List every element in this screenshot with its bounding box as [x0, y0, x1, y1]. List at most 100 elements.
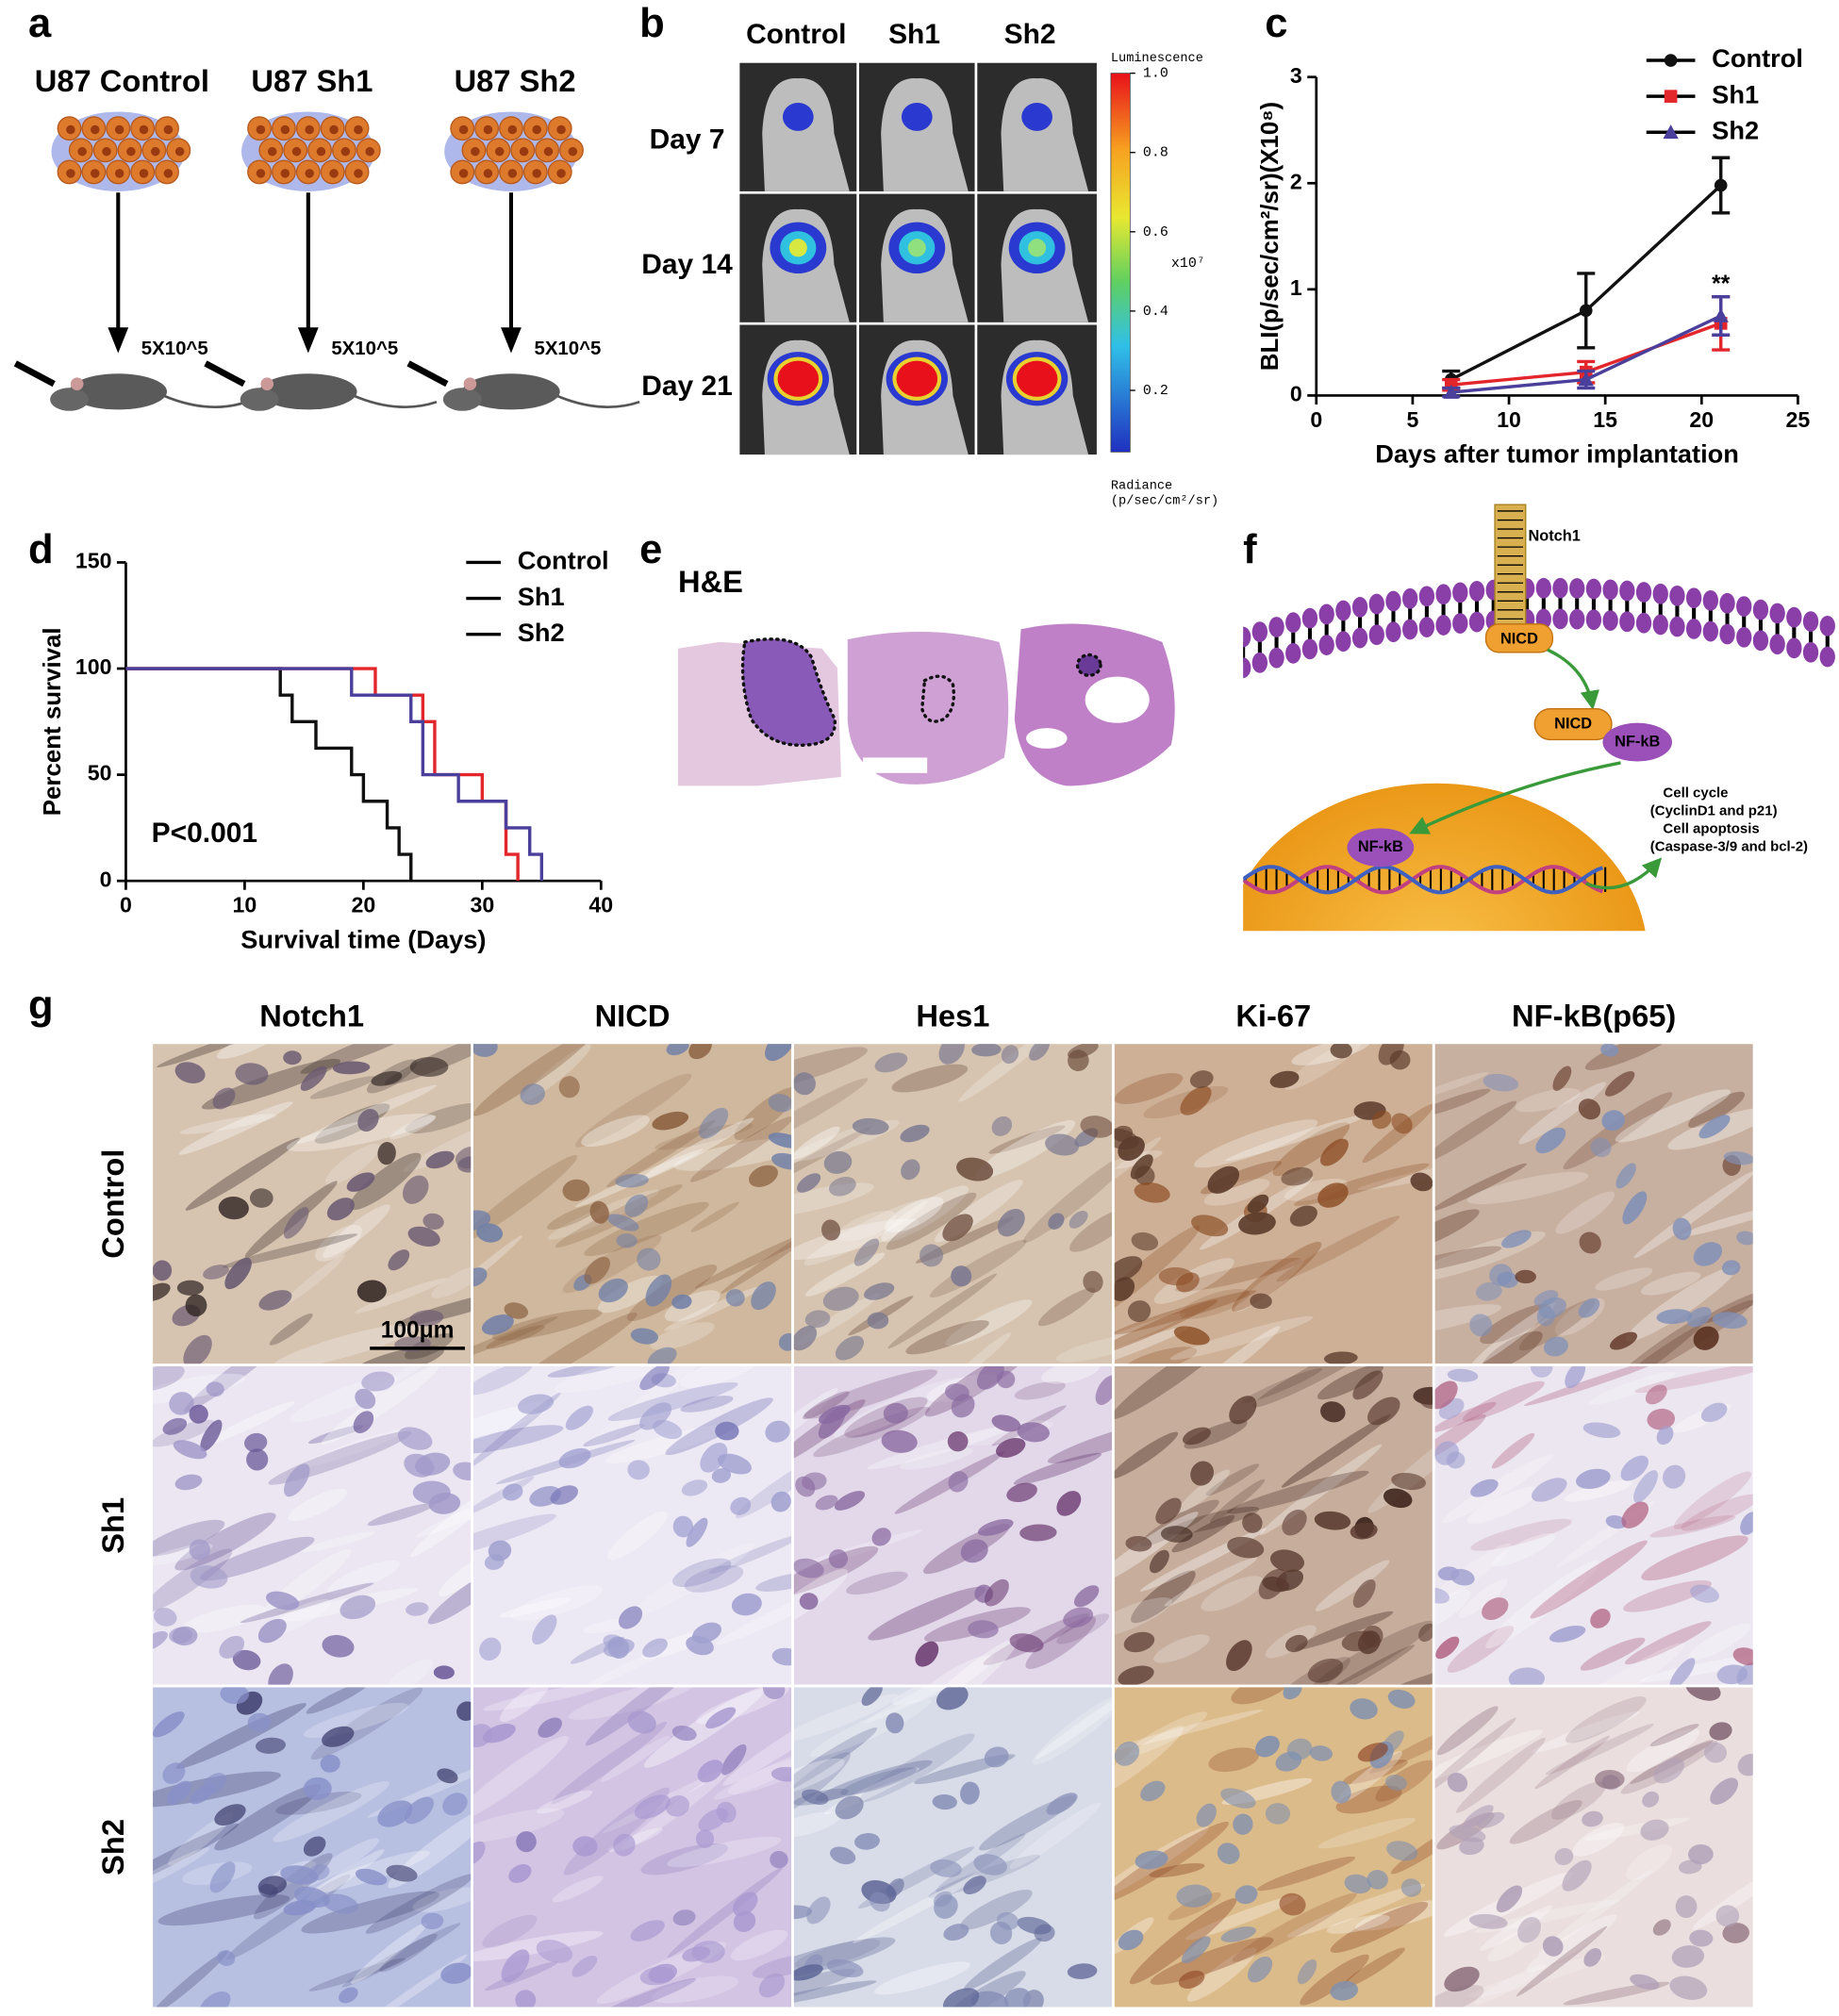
stroma [204, 1401, 295, 1446]
nucleus [457, 1156, 472, 1173]
nucleus [996, 1437, 1026, 1458]
stroma [1516, 1925, 1608, 1997]
x-tick-label: 10 [233, 893, 257, 917]
nucleus [624, 1194, 649, 1217]
nucleus [1226, 1640, 1252, 1672]
stroma [1209, 1479, 1266, 1523]
lipid-head [1585, 578, 1602, 600]
stroma [175, 1703, 306, 1769]
signal [777, 360, 820, 397]
cell-core [139, 124, 149, 135]
nucleus [716, 1801, 737, 1824]
dose-label: 5X10^5 [534, 339, 601, 359]
nucleus [749, 1165, 778, 1187]
nucleus [804, 1310, 831, 1329]
nucleus [751, 1281, 776, 1311]
column-label: Sh2 [1004, 19, 1056, 50]
nucleus [1419, 1394, 1433, 1410]
stroma [1178, 1469, 1230, 1512]
nucleus [1378, 1044, 1404, 1066]
nucleus [1736, 1662, 1753, 1685]
stroma [1055, 1334, 1112, 1363]
nucleus [1323, 1351, 1358, 1364]
stroma [868, 1586, 986, 1641]
nucleus [1134, 1182, 1170, 1203]
nucleus [874, 1052, 908, 1073]
nucleus [1469, 1314, 1493, 1337]
stroma [513, 1312, 638, 1364]
stroma [810, 1698, 932, 1758]
nucleus [409, 1310, 444, 1327]
stroma [1434, 1209, 1480, 1251]
nucleus [1554, 1847, 1574, 1866]
stroma [595, 1977, 696, 2008]
nucleus [1350, 1522, 1378, 1540]
lipid-head [1301, 638, 1318, 660]
stroma [1315, 1560, 1390, 1611]
stroma [1434, 1088, 1491, 1117]
cell-core [163, 124, 174, 135]
nucleus [322, 1634, 355, 1658]
stroma [1474, 1899, 1621, 1933]
cell-core [316, 146, 326, 157]
lipid-head [1435, 615, 1451, 636]
stroma [1688, 1091, 1746, 1129]
nucleus [1600, 1044, 1619, 1057]
stroma [1434, 1163, 1527, 1212]
nucleus [1114, 1741, 1140, 1766]
stroma [536, 1790, 593, 1814]
stroma [1114, 1726, 1185, 1802]
stroma [273, 1780, 390, 1842]
nucleus [572, 1836, 598, 1857]
nucleus [1434, 1380, 1458, 1410]
nucleus [1250, 1293, 1272, 1310]
stroma [864, 1687, 997, 1724]
stroma [664, 1290, 721, 1322]
nucleus [520, 1083, 545, 1105]
nucleus [1578, 1099, 1601, 1120]
stroma [1434, 1071, 1489, 1099]
stroma [1114, 1313, 1185, 1364]
outcome-label: Cell apoptosis [1663, 821, 1759, 837]
stroma [301, 1891, 440, 1934]
stroma [486, 1325, 545, 1349]
nucleus [1073, 1585, 1100, 1608]
mouse-head [50, 388, 89, 411]
nicd-label: NICD [1500, 630, 1538, 647]
nucleus [705, 1707, 737, 1729]
nucleus [1114, 1256, 1143, 1282]
stroma [300, 1044, 438, 1074]
nucleus [1671, 1945, 1705, 1968]
nucleus [1367, 1396, 1400, 1426]
stroma [958, 1044, 1058, 1102]
stroma [1565, 1696, 1647, 1743]
mouse-tail [352, 394, 438, 409]
stroma [269, 1313, 313, 1346]
stroma [1194, 1119, 1318, 1168]
nucleus [1080, 1115, 1112, 1138]
nucleus [1538, 1297, 1566, 1319]
panel-label: d [28, 527, 54, 572]
nucleus [870, 1892, 890, 1912]
stroma [1225, 1114, 1368, 1162]
x-tick-label: 30 [470, 893, 494, 917]
stroma [216, 1044, 280, 1059]
nucleus [695, 1829, 715, 1848]
nucleus [1689, 1929, 1714, 1947]
nucleus [1582, 1810, 1603, 1827]
stroma [1150, 1937, 1274, 1985]
stroma [1326, 1914, 1390, 1934]
nucleus [1046, 1793, 1078, 1815]
lipid-head [1652, 583, 1668, 604]
stroma [472, 1513, 556, 1560]
column-label: Control [746, 19, 846, 50]
nucleus [1647, 1408, 1676, 1430]
nucleus [1447, 1773, 1468, 1793]
stroma [153, 1419, 215, 1447]
nfkb [1602, 722, 1672, 762]
stroma [793, 1047, 868, 1094]
stroma [308, 1958, 406, 1991]
stroma [1139, 1499, 1219, 1546]
cell-core [494, 146, 505, 157]
stroma [439, 1555, 472, 1597]
